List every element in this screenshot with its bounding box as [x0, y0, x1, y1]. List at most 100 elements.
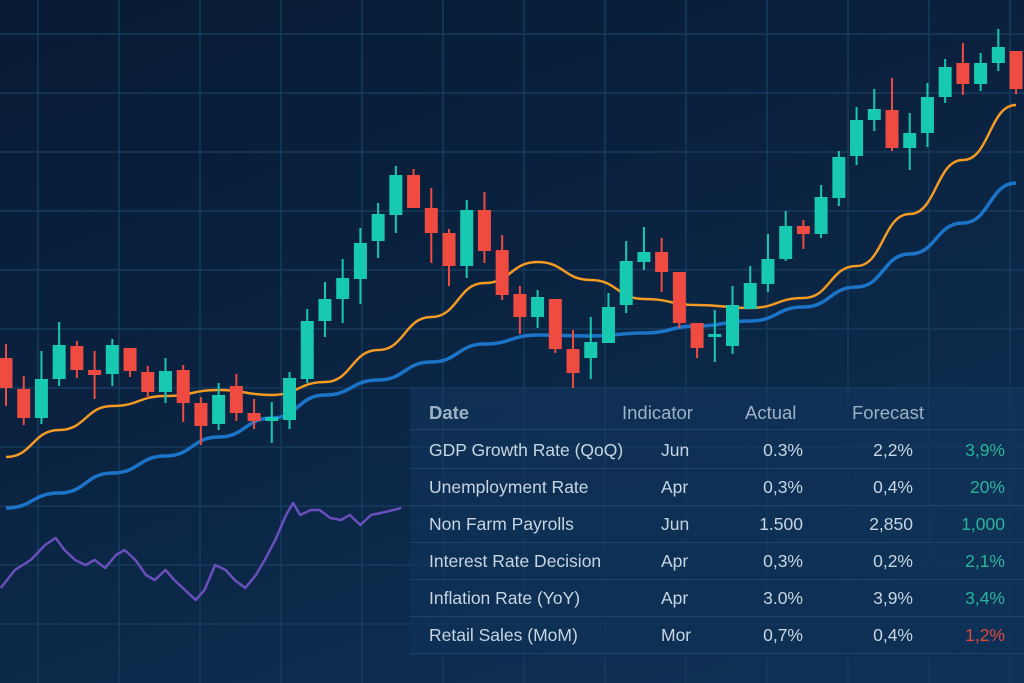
previous-value: 1,2%	[965, 625, 1005, 645]
indicator-name: Inflation Rate (YoY)	[429, 588, 581, 608]
candle-down	[424, 208, 438, 233]
candle-up	[389, 175, 403, 215]
candle-up	[158, 371, 172, 392]
forecast-value: 0,4%	[873, 477, 913, 497]
candle-up	[601, 307, 615, 343]
candle-down	[956, 63, 970, 84]
candle-up	[743, 283, 757, 309]
header-actual: Actual	[745, 402, 797, 423]
candle-up	[336, 278, 350, 299]
candle-up	[300, 321, 314, 379]
period: Jun	[661, 440, 690, 460]
candle-up	[991, 47, 1005, 63]
candle-up	[34, 379, 48, 418]
candle-up	[619, 261, 633, 305]
previous-value: 1,000	[961, 514, 1005, 534]
period: Jun	[661, 514, 690, 534]
table-row: Non Farm Payrolls Jun 1.500 2,850 1,000	[410, 505, 1024, 543]
previous-value: 20%	[969, 477, 1005, 497]
candle-down	[0, 358, 13, 388]
candle-up	[531, 297, 545, 317]
economic-calendar-table: Date Indicator Actual Forecast GDP Growt…	[410, 388, 1024, 658]
candle-up	[283, 378, 297, 420]
candle-up	[761, 259, 775, 284]
candle-up	[832, 157, 846, 198]
indicator-name: Unemployment Rate	[429, 477, 589, 497]
candle-down	[513, 294, 527, 317]
forecast-value: 0,4%	[873, 625, 913, 645]
candle-up	[460, 210, 474, 266]
candle-down	[194, 403, 208, 426]
table-row: Interest Rate Decision Apr 0,3% 0,2% 2,1%	[410, 542, 1024, 580]
candle-down	[690, 323, 704, 348]
candle-up	[867, 109, 881, 120]
candle-up	[371, 214, 385, 241]
candle-down	[70, 346, 84, 370]
candle-down	[655, 252, 669, 272]
candle-up	[850, 120, 864, 156]
candle-up	[726, 305, 740, 346]
forecast-value: 3,9%	[873, 588, 913, 608]
forecast-value: 2,850	[869, 514, 913, 534]
oscillator-line	[0, 501, 402, 602]
candle-down	[123, 348, 137, 371]
candle-up	[212, 395, 226, 424]
forecast-value: 2,2%	[873, 440, 913, 460]
period: Apr	[661, 477, 689, 497]
header-indicator: Indicator	[622, 402, 693, 423]
header-date: Date	[429, 402, 470, 423]
candle-down	[247, 413, 261, 421]
candle-down	[1009, 51, 1023, 89]
indicator-name: Non Farm Payrolls	[429, 514, 574, 534]
previous-value: 3,9%	[965, 440, 1005, 460]
table-row: Unemployment Rate Apr 0,3% 0,4% 20%	[410, 468, 1024, 506]
candle-up	[353, 243, 367, 279]
candle-down	[176, 370, 190, 403]
actual-value: 0,3%	[763, 551, 803, 571]
candle-down	[141, 372, 155, 392]
table-header-row: Date Indicator Actual Forecast	[410, 392, 1024, 430]
candle-down	[885, 110, 899, 148]
candle-down	[548, 299, 562, 349]
candle-down	[442, 233, 456, 266]
actual-value: 0,3%	[763, 477, 803, 497]
actual-value: 0,7%	[763, 625, 803, 645]
table-row: Retail Sales (MoM) Mor 0,7% 0,4% 1,2%	[410, 616, 1024, 654]
period: Mor	[661, 625, 692, 645]
actual-value: 0.3%	[763, 440, 803, 460]
forecast-value: 0,2%	[873, 551, 913, 571]
candle-up	[637, 252, 651, 262]
candle-down	[672, 272, 686, 323]
candle-up	[265, 417, 279, 421]
candle-down	[229, 386, 243, 413]
candle-down	[17, 389, 31, 418]
candle-down	[796, 226, 810, 234]
header-forecast: Forecast	[852, 402, 924, 423]
moving-average-slow-line	[5, 181, 1017, 510]
candle-up	[814, 197, 828, 234]
candle-up	[318, 299, 332, 321]
table-row: Inflation Rate (YoY) Apr 3.0% 3,9% 3,4%	[410, 579, 1024, 617]
actual-value: 1.500	[759, 514, 803, 534]
candle-down	[407, 175, 421, 208]
table-row: GDP Growth Rate (QoQ) Jun 0.3% 2,2% 3,9%	[410, 431, 1024, 469]
period: Apr	[661, 551, 689, 571]
candle-up	[974, 63, 988, 84]
candle-down	[566, 349, 580, 373]
candle-up	[584, 342, 598, 358]
previous-value: 3,4%	[965, 588, 1005, 608]
period: Apr	[661, 588, 689, 608]
indicator-name: GDP Growth Rate (QoQ)	[429, 440, 624, 460]
candle-up	[779, 226, 793, 259]
candle-down	[495, 250, 509, 295]
candle-up	[105, 345, 119, 374]
candle-up	[938, 67, 952, 97]
candle-up	[52, 345, 66, 379]
candle-down	[477, 210, 491, 251]
candle-down	[88, 370, 102, 375]
indicator-name: Retail Sales (MoM)	[429, 625, 578, 645]
actual-value: 3.0%	[763, 588, 803, 608]
candle-up	[920, 97, 934, 133]
indicator-name: Interest Rate Decision	[429, 551, 602, 571]
previous-value: 2,1%	[965, 551, 1005, 571]
